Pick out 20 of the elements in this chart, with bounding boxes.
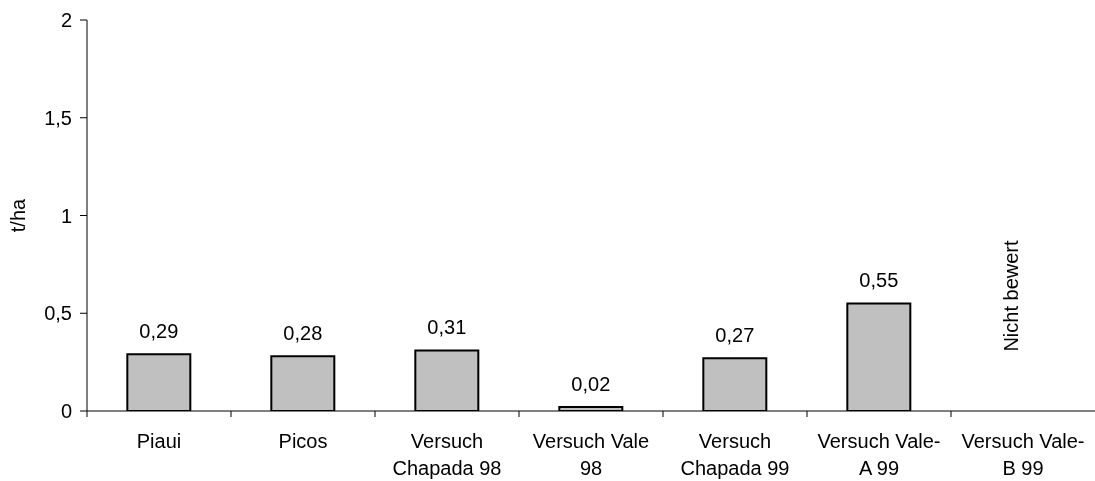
x-tick-label: Versuch Chapada 98 (392, 430, 502, 479)
data-label: 0,29 (139, 320, 179, 343)
y-tick-label: 1 (60, 204, 72, 227)
y-tick-label: 1,5 (44, 106, 72, 129)
x-tick-label: Versuch Vale 98 (532, 430, 650, 479)
x-tick-label: Versuch Vale-B 99 (961, 430, 1085, 479)
y-tick-label: 0,5 (44, 302, 72, 325)
annotation: Nicht bewert (1000, 239, 1022, 352)
data-label: 0,02 (571, 373, 611, 396)
data-label: 0,55 (859, 269, 899, 292)
y-tick-label: 0 (60, 400, 72, 423)
x-tick-label: Versuch Chapada 99 (680, 430, 790, 479)
data-label: 0,31 (427, 316, 467, 339)
x-tick-label: Picos (278, 430, 328, 452)
x-tick-label: Piaui (136, 430, 182, 452)
y-tick-label: 2 (60, 9, 72, 32)
data-label: 0,27 (715, 324, 755, 347)
x-tick-label: Versuch Vale-A 99 (817, 430, 941, 479)
y-axis-title: t/ha (7, 197, 30, 233)
data-label: 0,28 (283, 322, 323, 345)
